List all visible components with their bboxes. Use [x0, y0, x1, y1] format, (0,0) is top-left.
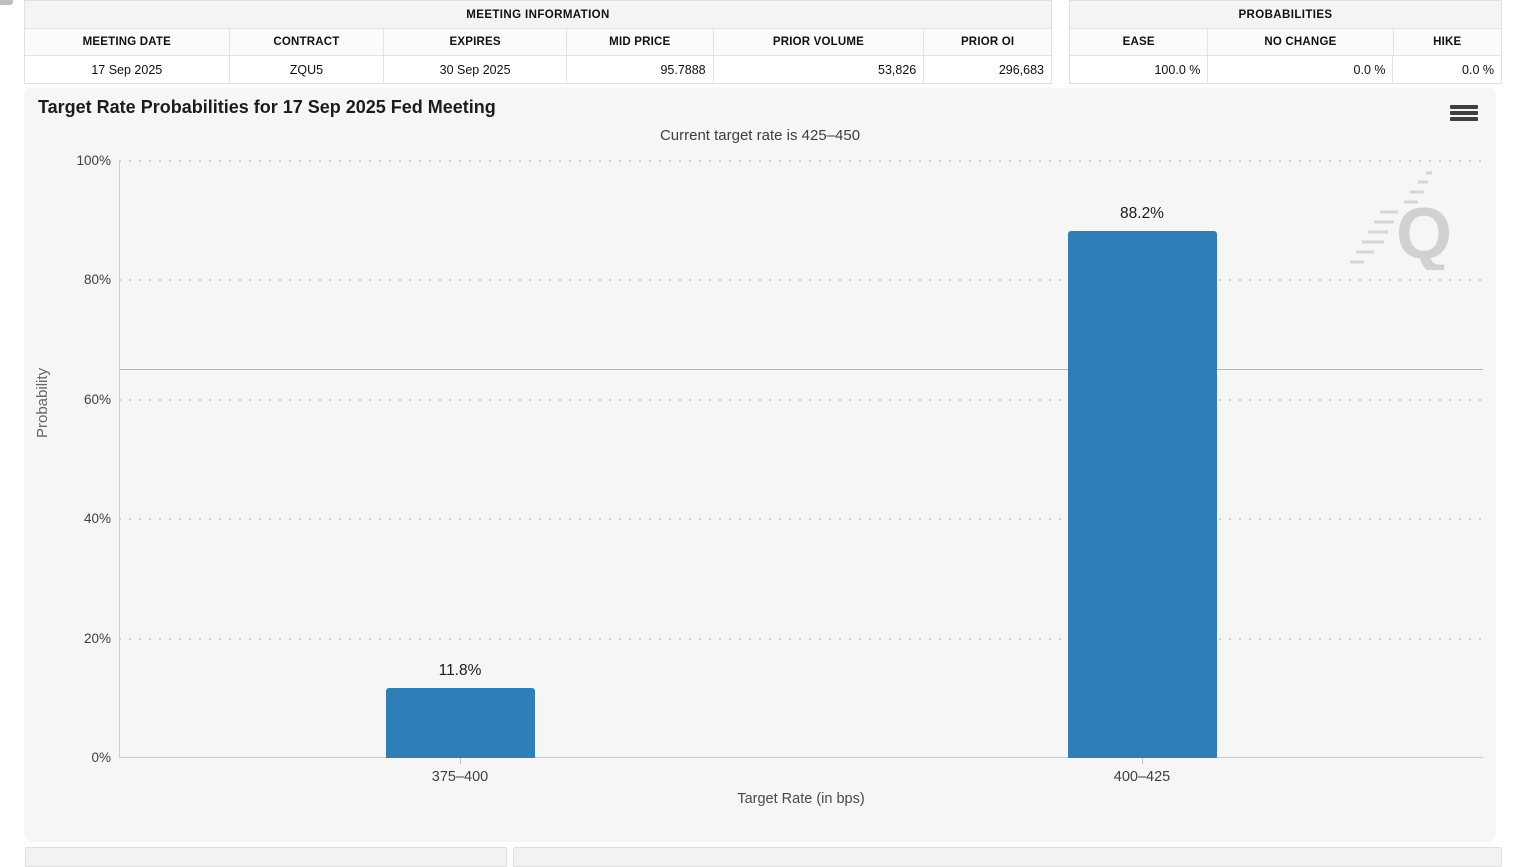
contract-value: ZQU5 — [230, 56, 385, 83]
meeting-date-value: 17 Sep 2025 — [25, 56, 230, 83]
hike-value: 0.0 % — [1462, 62, 1494, 77]
x-axis-title: Target Rate (in bps) — [737, 791, 865, 807]
column-header-contract: CONTRACT — [229, 29, 385, 56]
mid-price-value: 95.7888 — [567, 56, 714, 83]
bottom-panel-right — [513, 847, 1502, 867]
gridline-40% — [119, 518, 1483, 521]
ease-value: 100.0 % — [1070, 56, 1209, 83]
column-header-ease: EASE — [1070, 29, 1209, 56]
column-header-hike: HIKE — [1393, 29, 1501, 56]
svg-text:Q: Q — [1396, 194, 1452, 270]
meeting-information-title: MEETING INFORMATION — [25, 1, 1051, 29]
chart-title: Target Rate Probabilities for 17 Sep 202… — [38, 97, 496, 117]
y-tick-label: 80% — [83, 272, 111, 288]
column-header-prior-volume: PRIOR VOLUME — [713, 29, 925, 56]
category-label-400–425: 400–425 — [1113, 769, 1171, 785]
bar-375–400[interactable] — [385, 687, 535, 758]
hamburger-menu-icon[interactable] — [1450, 102, 1478, 124]
column-header-prior-oi: PRIOR OI — [924, 29, 1051, 56]
probabilities-title: PROBABILITIES — [1070, 1, 1501, 29]
gridline-100% — [119, 160, 1483, 162]
scroll-fragment — [0, 0, 13, 5]
prior-volume-value: 53,826 — [714, 56, 925, 83]
expires-value: 30 Sep 2025 — [384, 56, 567, 83]
category-label-375–400: 375–400 — [431, 769, 489, 785]
quikstrike-watermark-logo: Q — [1350, 171, 1452, 270]
column-header-no-change: NO CHANGE — [1208, 29, 1394, 56]
y-tick-label: 0% — [91, 750, 111, 765]
chart-subtitle: Current target rate is 425–450 — [659, 127, 861, 144]
y-axis-title: Probability — [34, 367, 51, 438]
y-tick-label: 100% — [76, 153, 111, 168]
x-tick — [460, 758, 461, 764]
gridline-80% — [119, 279, 1483, 282]
prior-oi-value: 296,683 — [998, 62, 1044, 77]
y-tick-label: 20% — [83, 630, 111, 646]
bottom-panel-left — [25, 847, 507, 867]
meeting-information-table: MEETING INFORMATION MEETING DATE CONTRAC… — [24, 0, 1052, 84]
probabilities-table: PROBABILITIES EASE NO CHANGE HIKE 100.0 … — [1069, 0, 1502, 84]
y-axis-line — [119, 161, 120, 758]
gridline-60% — [119, 398, 1483, 401]
x-axis-line — [119, 757, 1483, 758]
probabilities-data-row: 100.0 % 0.0 % 0.0 % — [1070, 56, 1501, 83]
gridline-20% — [119, 637, 1483, 640]
data-label-400–425: 88.2% — [1120, 205, 1164, 223]
x-tick — [1142, 758, 1143, 764]
reference-line — [119, 368, 1483, 370]
data-label-375–400: 11.8% — [438, 661, 482, 679]
target-rate-chart-panel: Target Rate Probabilities for 17 Sep 202… — [24, 88, 1496, 842]
meeting-information-data-row: 17 Sep 2025 ZQU5 30 Sep 2025 95.7888 53,… — [25, 56, 1051, 83]
column-header-expires: EXPIRES — [384, 29, 567, 56]
column-header-mid-price: MID PRICE — [566, 29, 714, 56]
no-change-value: 0.0 % — [1208, 56, 1394, 83]
probabilities-header-row: EASE NO CHANGE HIKE — [1070, 29, 1501, 56]
y-tick-label: 60% — [83, 391, 111, 407]
plot-area: 0% 20% 40% 60% 80% 100% 11.8% 375–400 88.2% 400–4… — [76, 153, 1483, 785]
column-header-meeting-date: MEETING DATE — [25, 29, 230, 56]
bar-400–425[interactable] — [1067, 231, 1217, 758]
meeting-information-header-row: MEETING DATE CONTRACT EXPIRES MID PRICE … — [25, 29, 1051, 56]
y-tick-label: 40% — [83, 511, 111, 527]
